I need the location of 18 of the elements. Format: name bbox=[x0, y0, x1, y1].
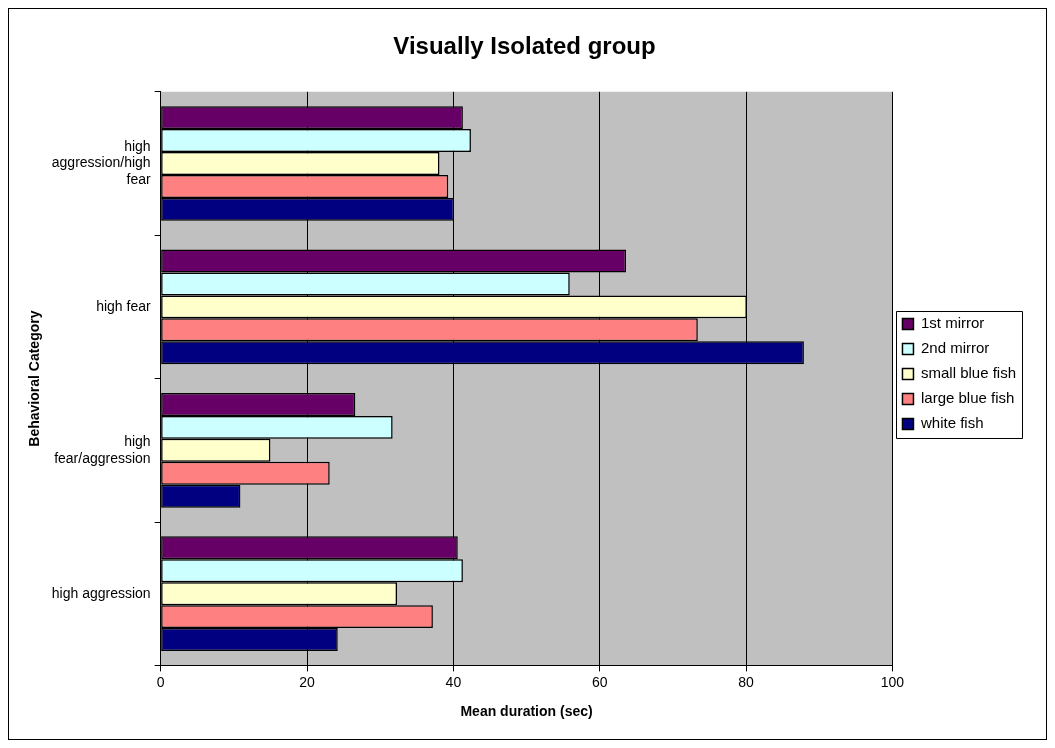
y-axis-title: Behavioral Category bbox=[26, 310, 43, 447]
chart-title: Visually Isolated group bbox=[393, 32, 656, 60]
legend-label: large blue fish bbox=[920, 389, 1015, 407]
x-tick-label: 0 bbox=[156, 673, 165, 690]
legend-label: 1st mirror bbox=[920, 314, 985, 332]
x-tick-label: 20 bbox=[299, 673, 316, 690]
legend-label: white fish bbox=[919, 414, 984, 432]
legend-label: small blue fish bbox=[920, 364, 1017, 382]
y-tick-label: high aggression bbox=[51, 584, 151, 601]
x-tick-label: 80 bbox=[738, 673, 755, 690]
y-tick-label: high fear bbox=[96, 297, 151, 314]
y-tick-label: high fear/aggression bbox=[54, 432, 151, 466]
x-axis-title: Mean duration (sec) bbox=[460, 703, 593, 720]
legend-label: 2nd mirror bbox=[920, 339, 990, 357]
x-tick-label: 100 bbox=[880, 673, 905, 690]
y-tick-label: high aggression/high fear bbox=[51, 137, 151, 188]
x-tick-label: 40 bbox=[445, 673, 462, 690]
x-tick-label: 60 bbox=[591, 673, 608, 690]
